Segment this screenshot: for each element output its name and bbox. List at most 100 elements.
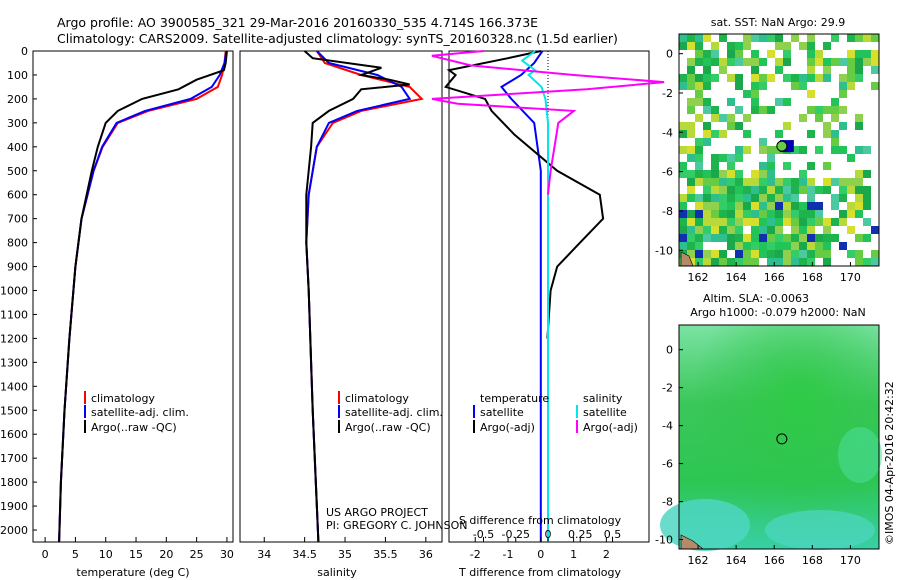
- sst-cell: [871, 50, 879, 58]
- sst-cell: [735, 210, 743, 218]
- sst-cell: [815, 58, 823, 66]
- sst-cell: [799, 218, 807, 226]
- sst-cell: [775, 202, 783, 210]
- y-tick-label: 2000: [0, 524, 28, 537]
- sst-cell: [823, 130, 831, 138]
- sst-cell: [751, 258, 759, 266]
- sst-cell: [719, 130, 727, 138]
- sst-cell: [727, 42, 735, 50]
- sst-cell: [679, 34, 687, 42]
- sst-cell: [767, 218, 775, 226]
- y-tick-label: 1500: [0, 404, 28, 417]
- sst-cell: [759, 218, 767, 226]
- series-line-temperature-satellite: [499, 50, 544, 542]
- sst-cell: [775, 218, 783, 226]
- sst-cell: [759, 194, 767, 202]
- sst-cell: [703, 178, 711, 186]
- sst-cell: [799, 250, 807, 258]
- sst-cell: [831, 98, 839, 106]
- sst-cell: [783, 218, 791, 226]
- sst-cell: [767, 202, 775, 210]
- sst-cell: [695, 202, 703, 210]
- sst-cell: [719, 178, 727, 186]
- sst-cell: [847, 226, 855, 234]
- sst-cell: [735, 82, 743, 90]
- sst-cell: [863, 258, 871, 266]
- sst-cell: [751, 106, 759, 114]
- sst-cell: [815, 186, 823, 194]
- sst-cell: [711, 74, 719, 82]
- sst-cell: [791, 234, 799, 242]
- sst-cell: [719, 226, 727, 234]
- sst-cell: [759, 162, 767, 170]
- sst-cell: [783, 58, 791, 66]
- map-x-tick-label: 162: [688, 271, 709, 284]
- sst-cell: [815, 202, 823, 210]
- map-y-tick-label: 0: [666, 48, 673, 61]
- sst-cell: [687, 242, 695, 250]
- y-tick-label: 0: [21, 45, 28, 58]
- sst-cell: [759, 178, 767, 186]
- s-tick-label: 0.5: [604, 528, 622, 541]
- sst-cell: [735, 50, 743, 58]
- sst-cell: [775, 242, 783, 250]
- sst-cell: [855, 58, 863, 66]
- sst-cell: [815, 250, 823, 258]
- sst-cell: [703, 258, 711, 266]
- sst-cell: [735, 74, 743, 82]
- sst-cell: [751, 186, 759, 194]
- sst-cell: [767, 194, 775, 202]
- sla-map-panel: Altim. SLA: -0.0063 Argo h1000: -0.079 h…: [655, 292, 882, 567]
- sst-cell: [847, 58, 855, 66]
- sst-cell: [847, 50, 855, 58]
- sst-cell: [839, 178, 847, 186]
- sst-cell: [695, 74, 703, 82]
- sst-cell: [703, 34, 711, 42]
- sst-cell: [719, 250, 727, 258]
- sst-cell: [695, 162, 703, 170]
- x-tick-label: 36: [419, 548, 433, 561]
- sst-cell: [727, 202, 735, 210]
- sst-cell: [751, 226, 759, 234]
- sst-cell: [743, 58, 751, 66]
- sst-cell: [719, 58, 727, 66]
- sst-cell: [703, 194, 711, 202]
- salinity-xlabel: salinity: [317, 566, 357, 579]
- sst-cell: [855, 210, 863, 218]
- sst-cell: [775, 210, 783, 218]
- sst-cell: [759, 186, 767, 194]
- sst-cell: [719, 34, 727, 42]
- sst-cell: [695, 178, 703, 186]
- sst-cell: [743, 114, 751, 122]
- y-tick-label: 400: [7, 141, 28, 154]
- sst-cell: [703, 50, 711, 58]
- sst-cell: [823, 234, 831, 242]
- sst-cell: [799, 146, 807, 154]
- sst-cell: [751, 98, 759, 106]
- sst-cell: [711, 42, 719, 50]
- x-tick-label: 10: [99, 548, 113, 561]
- sst-cell: [727, 194, 735, 202]
- sst-cell: [791, 186, 799, 194]
- sst-cell: [719, 210, 727, 218]
- sst-cell: [703, 170, 711, 178]
- sst-cell: [839, 106, 847, 114]
- sst-cell: [847, 210, 855, 218]
- sst-cell: [815, 218, 823, 226]
- sst-cell: [727, 170, 735, 178]
- sst-cell: [855, 66, 863, 74]
- sst-cell: [831, 146, 839, 154]
- sst-cell: [807, 218, 815, 226]
- sst-cell: [735, 202, 743, 210]
- sst-cell: [695, 146, 703, 154]
- sst-cell: [735, 234, 743, 242]
- sst-cell: [735, 250, 743, 258]
- sst-cell: [687, 186, 695, 194]
- sst-cell: [767, 258, 775, 266]
- sst-cell: [687, 234, 695, 242]
- sst-cell: [735, 122, 743, 130]
- sst-cell: [687, 250, 695, 258]
- sst-cell: [703, 122, 711, 130]
- map-x-tick-label: 170: [840, 554, 861, 567]
